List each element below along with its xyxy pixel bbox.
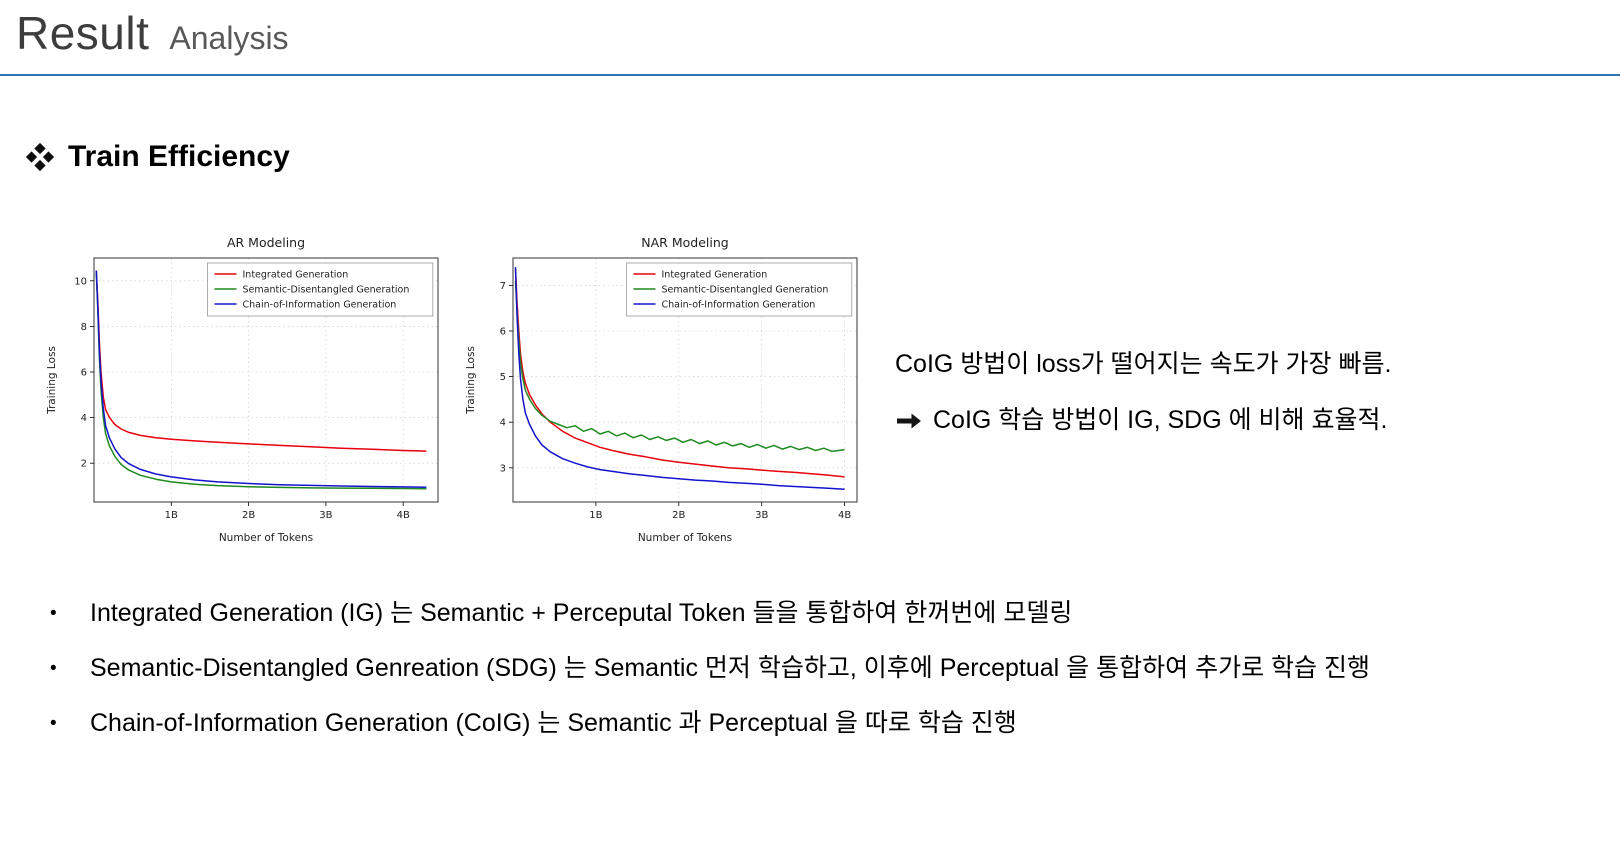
slide-title-main: Result — [16, 7, 150, 59]
bullet-text: Chain-of-Information Generation (CoIG) 는… — [90, 709, 1017, 738]
svg-text:4: 4 — [81, 413, 87, 424]
svg-text:4B: 4B — [838, 510, 851, 521]
section-heading: Train Efficiency — [25, 140, 290, 174]
bullet-dot-icon: • — [50, 713, 57, 735]
svg-text:1B: 1B — [589, 510, 602, 521]
svg-text:3: 3 — [500, 463, 506, 474]
annotation-line-1: CoIG 방법이 loss가 떨어지는 속도가 가장 빠름. — [895, 350, 1392, 378]
svg-text:7: 7 — [500, 281, 506, 292]
svg-text:8: 8 — [81, 322, 87, 333]
svg-text:6: 6 — [500, 327, 506, 338]
svg-text:Semantic-Disentangled Generati: Semantic-Disentangled Generation — [243, 285, 410, 296]
svg-text:Chain-of-Information Generatio: Chain-of-Information Generation — [662, 300, 816, 311]
diamond-bullet-icon — [25, 142, 55, 172]
svg-text:6: 6 — [81, 368, 87, 379]
title-underline — [0, 74, 1620, 76]
svg-text:10: 10 — [74, 276, 87, 287]
bullet-text: Integrated Generation (IG) 는 Semantic + … — [90, 599, 1073, 627]
svg-text:2B: 2B — [242, 510, 255, 521]
list-item: • Chain-of-Information Generation (CoIG)… — [50, 696, 1560, 751]
svg-text:Number of Tokens: Number of Tokens — [219, 532, 313, 544]
svg-text:Integrated Generation: Integrated Generation — [243, 270, 349, 281]
annotation-line-2: CoIG 학습 방법이 IG, SDG 에 비해 효율적. — [895, 404, 1595, 438]
list-item: • Semantic-Disentangled Genreation (SDG)… — [50, 641, 1560, 696]
charts-row: 2 4 6 8 10 1B 2B 3B 4B AR Modeling Number of Token… — [42, 228, 866, 548]
svg-text:AR Modeling: AR Modeling — [227, 235, 305, 250]
svg-text:Training Loss: Training Loss — [46, 346, 58, 415]
svg-text:Number of Tokens: Number of Tokens — [638, 532, 732, 544]
svg-text:5: 5 — [500, 372, 506, 383]
analysis-annotation: CoIG 방법이 loss가 떨어지는 속도가 가장 빠름. CoIG 학습 방… — [895, 348, 1595, 438]
svg-text:2: 2 — [81, 459, 87, 470]
slide-title-sub: Analysis — [169, 20, 289, 56]
svg-text:Training Loss: Training Loss — [465, 346, 477, 415]
bullet-dot-icon: • — [50, 603, 57, 624]
svg-text:Integrated Generation: Integrated Generation — [662, 270, 768, 281]
slide-title: Result Analysis — [16, 6, 289, 60]
section-heading-label: Train Efficiency — [68, 140, 290, 173]
arrow-right-icon — [895, 411, 923, 431]
bullet-list: • Integrated Generation (IG) 는 Semantic … — [50, 586, 1560, 751]
svg-text:1B: 1B — [165, 510, 178, 521]
ar-modeling-chart: 2 4 6 8 10 1B 2B 3B 4B AR Modeling Number of Token… — [42, 228, 447, 548]
svg-text:2B: 2B — [672, 510, 685, 521]
svg-text:3B: 3B — [319, 510, 332, 521]
svg-text:3B: 3B — [755, 510, 768, 521]
bullet-dot-icon: • — [50, 658, 57, 680]
svg-text:Semantic-Disentangled Generati: Semantic-Disentangled Generation — [662, 285, 829, 296]
svg-text:4: 4 — [500, 418, 506, 429]
nar-modeling-chart: 3 4 5 6 7 1B 2B 3B 4B NAR Modeling Number of Token… — [461, 228, 866, 548]
svg-text:NAR Modeling: NAR Modeling — [641, 235, 728, 250]
svg-text:Chain-of-Information Generatio: Chain-of-Information Generation — [243, 300, 397, 311]
list-item: • Integrated Generation (IG) 는 Semantic … — [50, 586, 1560, 641]
bullet-text: Semantic-Disentangled Genreation (SDG) 는… — [90, 654, 1370, 683]
annotation-line-2-text: CoIG 학습 방법이 IG, SDG 에 비해 효율적. — [933, 405, 1388, 434]
svg-text:4B: 4B — [397, 510, 410, 521]
